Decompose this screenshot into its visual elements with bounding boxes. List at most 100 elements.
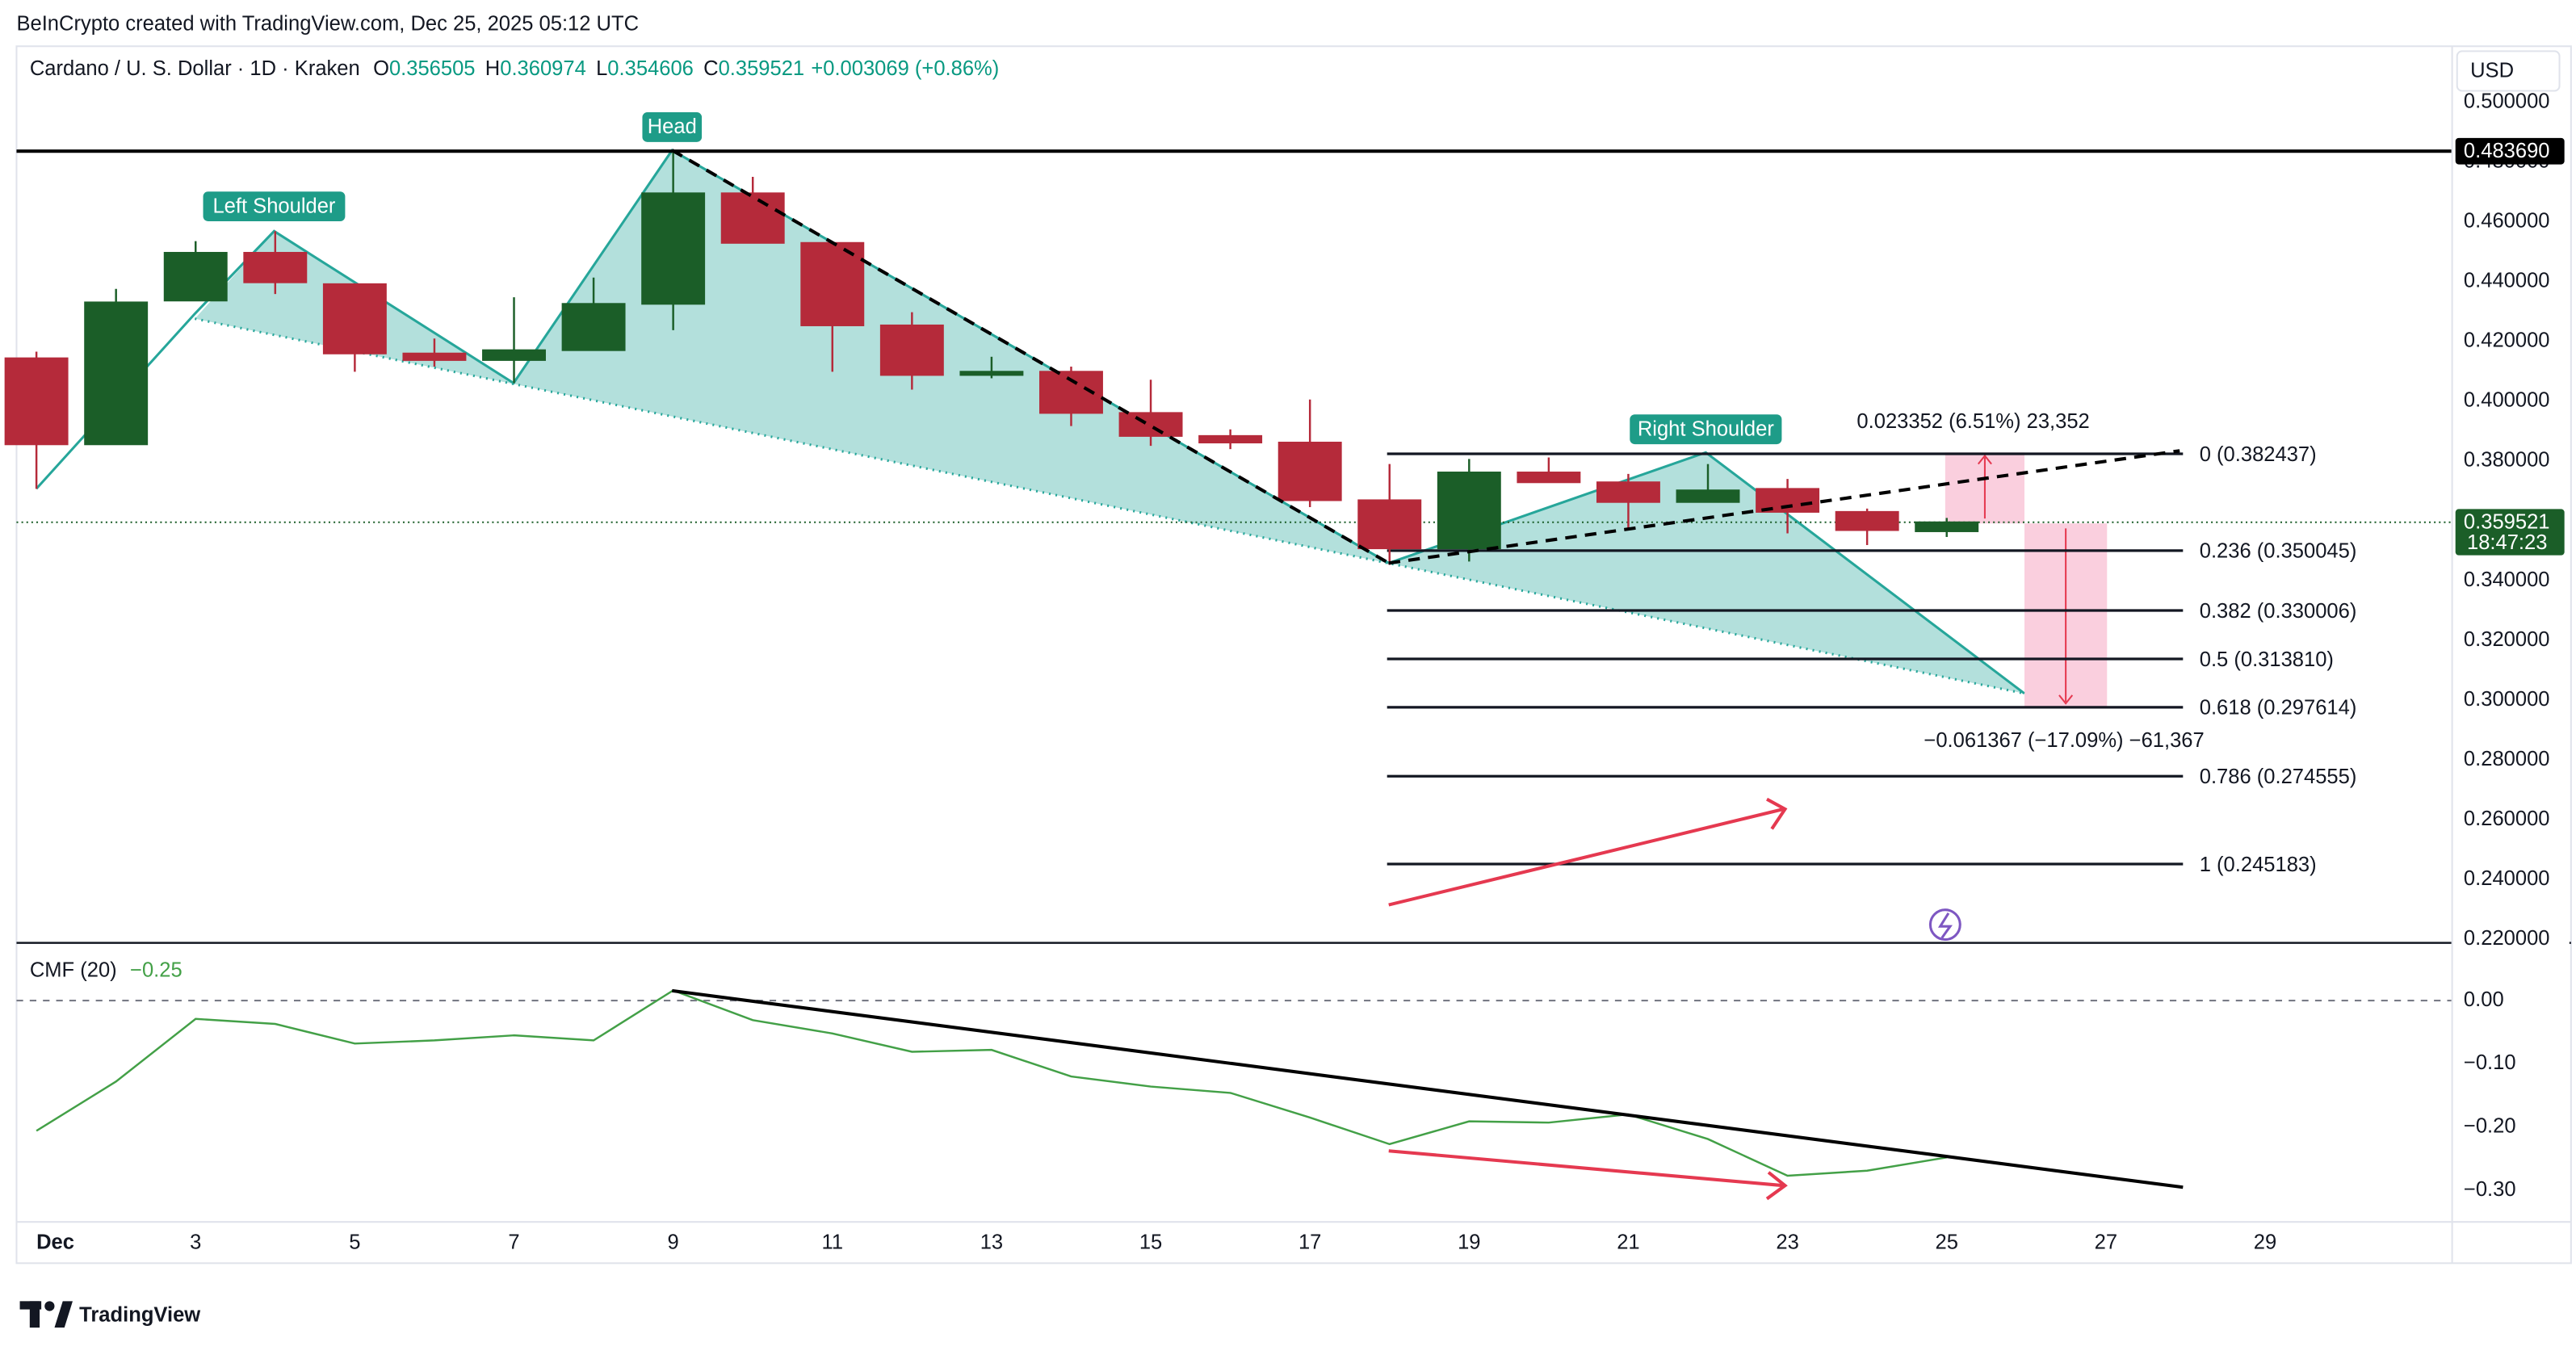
- logo-mark: [54, 1301, 73, 1328]
- annotation-box: [203, 191, 346, 222]
- candle-body: [959, 371, 1024, 376]
- fib-label: 0 (0.382437): [2200, 443, 2317, 466]
- fib-label: 0.382 (0.330006): [2200, 600, 2357, 623]
- candle-body: [163, 251, 228, 302]
- cmf-title-text: CMF (20): [30, 959, 117, 981]
- title-text: Cardano / U. S. Dollar · 1D · Kraken: [30, 57, 360, 80]
- y-tick-label: 0.240000: [2464, 867, 2550, 890]
- trend-line: [1388, 449, 2180, 565]
- candle-body: [1198, 434, 1263, 444]
- event-icon-bolt: [1937, 912, 1953, 939]
- candle-body: [1517, 472, 1581, 484]
- overlay-drawings: Head Left Shoulder Right Shoulder 0.0233…: [16, 112, 2571, 1201]
- candle-body: [322, 283, 387, 354]
- measure-down-arrowhead: [2058, 694, 2074, 705]
- candle-body: [561, 303, 626, 351]
- x-tick-label: 3: [190, 1231, 201, 1254]
- logo-mark: [44, 1301, 55, 1311]
- x-tick-label: 29: [2254, 1231, 2276, 1254]
- currency-button[interactable]: [2456, 50, 2561, 92]
- y-tick-label: 0.280000: [2464, 748, 2550, 770]
- price-line-box: [2455, 137, 2565, 165]
- logo: TradingView: [19, 1301, 200, 1328]
- logo-mark: [29, 1301, 40, 1328]
- cmf-arrowhead: [1765, 1171, 1788, 1201]
- candle-body: [402, 352, 467, 361]
- fib-label: 0.5 (0.313810): [2200, 648, 2334, 671]
- candle-body: [641, 192, 706, 305]
- ohlc-value: 0.354606: [607, 57, 694, 80]
- event-icon[interactable]: [1928, 908, 1961, 942]
- candle-body: [1676, 489, 1740, 503]
- x-tick-label: 27: [2095, 1231, 2117, 1254]
- measure-label: −0.061367 (−17.09%) −61,367: [1924, 729, 2204, 752]
- frame: [15, 45, 2572, 1265]
- y-tick-label: 0.220000: [2464, 927, 2550, 950]
- ohlc-change: +0.003069 (+0.86%): [811, 57, 999, 80]
- candle-body: [4, 357, 69, 446]
- y-tick-label: −0.30: [2464, 1178, 2516, 1201]
- y-tick-label: 0.500000: [2464, 90, 2550, 113]
- x-tick-label: 17: [1298, 1231, 1321, 1254]
- cmf-value: −0.25: [130, 959, 183, 981]
- ohlc-key: C: [703, 57, 718, 80]
- x-tick-label: 15: [1139, 1231, 1162, 1254]
- fib-label: 0.786 (0.274555): [2200, 766, 2357, 788]
- y-tick-label: 0.300000: [2464, 688, 2550, 711]
- ohlc-value: 0.360974: [500, 57, 586, 80]
- ohlc-key: L: [596, 57, 607, 80]
- y-tick-label: −0.20: [2464, 1114, 2516, 1137]
- neckline: [195, 317, 2025, 695]
- candle-body: [1118, 412, 1183, 437]
- price-axis: [2452, 48, 2570, 1262]
- fib-label: 0.618 (0.297614): [2200, 697, 2357, 719]
- candle-body: [800, 241, 865, 326]
- cmf-arrow: [1388, 1149, 1784, 1188]
- y-tick-label: 0.400000: [2464, 389, 2550, 412]
- cmf-trend-line: [672, 988, 2184, 1189]
- currency: USD: [2470, 60, 2514, 82]
- price-arrow: [1388, 807, 1784, 907]
- candle-body: [879, 324, 944, 376]
- cmf-title: CMF (20) −0.25: [30, 959, 183, 981]
- axis-labels: 0.220000 0.240000 0.260000 0.280000 0.300000…: [36, 90, 2565, 1254]
- y-tick-label: 0.320000: [2464, 628, 2550, 651]
- attribution: BeInCrypto created with TradingView.com,…: [16, 12, 639, 35]
- last-price-label: 0.359521: [2464, 511, 2550, 534]
- candle-body: [1835, 510, 1899, 531]
- ohlc-key: H: [485, 57, 500, 80]
- y-tick-label: 0.00: [2464, 988, 2504, 1011]
- annotation: Head: [648, 115, 697, 138]
- annotation: Left Shoulder: [212, 195, 335, 217]
- y-tick-label: −0.10: [2464, 1051, 2516, 1074]
- candle-body: [1915, 521, 1979, 532]
- chart-title: Cardano / U. S. Dollar · 1D · Kraken O0.3…: [30, 57, 999, 80]
- x-tick-label: 25: [1936, 1231, 1958, 1254]
- last-price-box: [2455, 509, 2565, 556]
- measure-up-arrowhead: [1977, 454, 1992, 465]
- x-tick-label: 7: [508, 1231, 519, 1254]
- x-tick-label: 23: [1776, 1231, 1798, 1254]
- x-tick-label: 13: [980, 1231, 1003, 1254]
- y-tick-label: 0.260000: [2464, 808, 2550, 830]
- logo-text: TradingView: [79, 1303, 200, 1326]
- x-tick-label: 19: [1458, 1231, 1480, 1254]
- candle-body: [720, 192, 785, 244]
- candle-body: [243, 251, 308, 283]
- countdown: 18:47:23: [2467, 531, 2547, 554]
- x-tick-label: Dec: [36, 1231, 74, 1254]
- price-arrowhead: [1766, 797, 1788, 830]
- level-lines: 0 (0.382437) 0.236 (0.350045) 0.382 (0.330…: [16, 149, 2452, 1002]
- y-tick-label: 0.340000: [2464, 568, 2550, 591]
- y-tick-label: 0.380000: [2464, 449, 2550, 472]
- candle-body: [84, 301, 149, 446]
- measure-label: 0.023352 (6.51%) 23,352: [1856, 410, 2089, 433]
- y-tick-label: 0.440000: [2464, 270, 2550, 292]
- y-tick-label: 0.420000: [2464, 329, 2550, 352]
- candle-body: [1278, 442, 1342, 501]
- fib-label: 1 (0.245183): [2200, 854, 2317, 876]
- ohlc-value: 0.356505: [389, 57, 476, 80]
- x-tick-label: 21: [1617, 1231, 1639, 1254]
- x-tick-label: 11: [822, 1231, 844, 1254]
